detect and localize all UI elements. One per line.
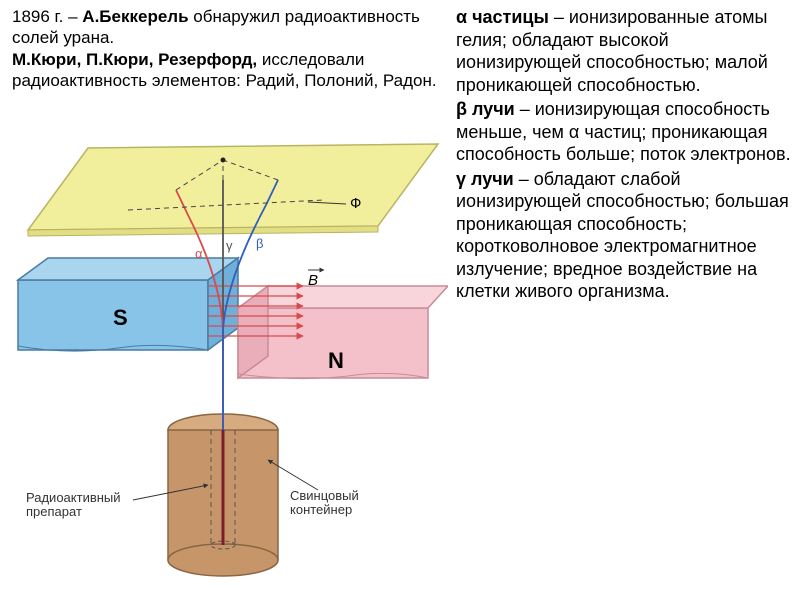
intro-becquerel: А.Беккерель: [82, 7, 188, 26]
beta-label: β: [256, 236, 263, 251]
right-column: α частицы – ионизированные атомы гелия; …: [456, 6, 792, 305]
intro-paragraph: 1896 г. – А.Беккерель обнаружил радиоакт…: [12, 6, 442, 91]
gamma-label: γ: [226, 238, 233, 253]
caption-container: Свинцовый контейнер: [290, 488, 362, 517]
label-n: N: [328, 348, 344, 373]
radioactivity-diagram: S N B: [8, 130, 448, 590]
svg-text:B: B: [308, 272, 318, 289]
beta-title: β лучи: [456, 99, 515, 119]
intro-names: М.Кюри, П.Кюри, Резерфорд,: [12, 50, 257, 69]
alpha-label: α: [195, 246, 203, 261]
plate-spot: [221, 158, 226, 163]
intro-year: 1896 г. –: [12, 7, 82, 26]
photo-plate: [28, 144, 438, 236]
caption-source: Радиоактивный препарат: [26, 490, 124, 519]
alpha-title: α частицы: [456, 7, 549, 27]
magnet-south: S: [18, 258, 238, 351]
phi-label: Ф: [350, 195, 361, 212]
magnet-north: N: [238, 286, 448, 379]
gamma-title: γ лучи: [456, 169, 514, 189]
label-s: S: [113, 305, 128, 330]
